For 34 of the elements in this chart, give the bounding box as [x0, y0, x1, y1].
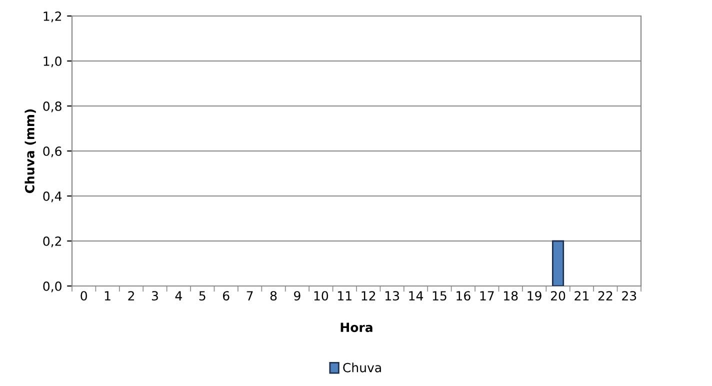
x-tick-label: 20 [550, 291, 566, 301]
y-tick-label: 0,4 [43, 191, 62, 202]
legend-label: Chuva [343, 362, 381, 372]
x-tick-label: 9 [294, 291, 300, 301]
x-tick-label: 17 [480, 291, 494, 300]
x-tick-label: 3 [152, 291, 158, 301]
x-tick-label: 13 [385, 291, 400, 301]
x-tick-label: 0 [80, 291, 87, 301]
x-tick-label: 23 [622, 291, 636, 301]
x-tick-label: 8 [270, 291, 277, 301]
x-tick-label: 5 [199, 291, 206, 301]
x-tick-label: 15 [432, 291, 446, 301]
x-tick-label: 1 [104, 291, 110, 300]
x-axis-title: Hora [340, 322, 372, 332]
y-tick-label: 0,8 [43, 101, 62, 112]
x-tick-label: 4 [175, 291, 182, 300]
x-tick-label: 11 [338, 291, 352, 300]
y-tick-label: 1,2 [44, 11, 62, 22]
x-tick-label: 16 [456, 291, 470, 301]
x-tick-label: 19 [528, 291, 542, 301]
x-tick-label: 2 [128, 291, 134, 300]
x-tick-label: 21 [574, 291, 589, 300]
y-axis-title: Chuva (mm) [24, 109, 36, 194]
y-tick-label: 0,2 [43, 236, 62, 248]
x-tick-label: 12 [362, 291, 376, 300]
x-tick-label: 7 [246, 291, 253, 300]
x-tick-label: 10 [314, 291, 328, 301]
x-tick-label: 6 [223, 291, 230, 301]
x-tick-label: 18 [504, 291, 518, 301]
x-tick-label: 22 [598, 291, 612, 300]
y-tick-label: 1,0 [44, 56, 62, 68]
x-tick-label: 14 [409, 291, 424, 300]
y-tick-label: 0,6 [43, 146, 62, 158]
y-tick-label: 0,0 [43, 281, 62, 292]
